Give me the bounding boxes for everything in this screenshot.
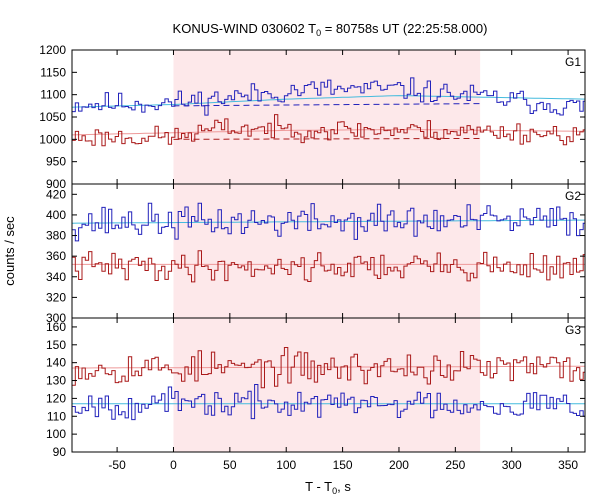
y-tick-label: 1100 (40, 88, 66, 102)
y-tick-label: 900 (46, 177, 66, 191)
panel-g1-label: G1 (565, 55, 581, 69)
background-fit-line (72, 95, 585, 108)
panel-g2-series (72, 202, 585, 283)
panel-g2: 300 320 340 360 380 400 420 G2 (46, 183, 586, 325)
y-tick-label: 340 (46, 270, 66, 284)
y-tick-label: 100 (46, 427, 66, 441)
y-tick-label: 360 (46, 249, 66, 263)
y-tick-label: 1150 (40, 65, 66, 79)
x-tick-label: 150 (333, 458, 353, 472)
panel-g2-label: G2 (565, 189, 581, 203)
x-tick-label: 0 (170, 458, 177, 472)
x-tick-labels: -50 0 50 100 150 200 250 300 350 (108, 458, 578, 472)
background-interval-line (173, 103, 481, 107)
y-tick-label: 420 (46, 187, 66, 201)
panel-g3-shade (173, 318, 481, 452)
count-rate-histogram (72, 77, 585, 116)
y-tick-label: 320 (46, 290, 66, 304)
panel-g3-label: G3 (565, 323, 581, 337)
panel-g3-ticks: 90 100 110 120 130 140 150 160 (46, 318, 585, 459)
y-tick-label: 110 (47, 409, 66, 423)
x-axis-label: T - T0, s (305, 479, 351, 496)
x-tick-label: 100 (276, 458, 296, 472)
panel-g2-ticks: 300 320 340 360 380 400 420 (46, 184, 585, 325)
y-tick-label: 1200 (39, 43, 66, 57)
y-tick-label: 140 (46, 356, 66, 370)
count-rate-histogram (72, 347, 585, 389)
background-fit-line (72, 365, 585, 369)
y-tick-label: 380 (46, 229, 66, 243)
y-tick-label: 150 (46, 338, 66, 352)
x-tick-label: 200 (389, 458, 409, 472)
background-fit-line (72, 128, 585, 136)
panel-g2-shade (173, 184, 481, 318)
x-tick-label: 50 (223, 458, 237, 472)
y-tick-label: 1000 (39, 132, 66, 146)
x-tick-label: 350 (558, 458, 578, 472)
panel-g3-frame (71, 317, 586, 453)
panel-g1-ticks: 900 950 1000 1050 1100 1150 1200 (39, 43, 585, 191)
x-tick-label: 250 (445, 458, 465, 472)
y-tick-label: 120 (46, 391, 66, 405)
panel-g3-series (72, 347, 585, 421)
count-rate-histogram (72, 202, 585, 242)
y-tick-label: 1050 (39, 110, 66, 124)
count-rate-histogram (72, 250, 585, 283)
y-axis-label: counts / sec (2, 216, 17, 286)
y-tick-label: 90 (53, 445, 67, 459)
y-tick-label: 300 (46, 311, 66, 325)
panel-g1-series (72, 77, 585, 147)
y-tick-label: 160 (46, 320, 66, 334)
panel-g3: 90 100 110 120 130 140 150 160 G3 (46, 317, 586, 459)
count-rate-histogram (72, 384, 585, 421)
y-tick-label: 400 (46, 208, 66, 222)
panel-g1-shade (173, 50, 481, 184)
chart-title: KONUS-WIND 030602 T0 = 80758s UT (22:25:… (173, 21, 488, 38)
y-tick-label: 130 (46, 374, 66, 388)
panel-g1: 900 950 1000 1050 1100 1150 1200 G1 (39, 43, 586, 191)
y-tick-label: 950 (46, 155, 66, 169)
x-tick-label: -50 (108, 458, 126, 472)
count-rate-histogram (72, 114, 585, 147)
background-interval-line (173, 137, 481, 140)
x-tick-label: 300 (502, 458, 522, 472)
